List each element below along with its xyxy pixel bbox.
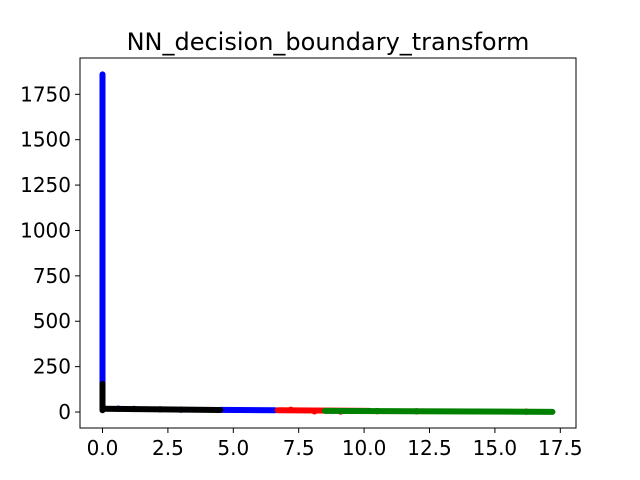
y-axis: 0 250 500 750 1000 1250 1500 1750 xyxy=(20,82,80,424)
y-tick-label: 0 xyxy=(58,400,71,424)
chart-title: NN_decision_boundary_transform xyxy=(127,28,530,56)
y-tick-label: 250 xyxy=(33,355,71,379)
plot-marks xyxy=(99,71,556,415)
x-tick-label: 17.5 xyxy=(538,436,583,460)
series-1-segment-1 xyxy=(99,405,224,414)
y-tick-label: 1500 xyxy=(20,128,71,152)
x-axis: 0.0 2.5 5.0 7.5 10.0 12.5 15.0 17.5 xyxy=(87,428,583,460)
y-tick-label: 1750 xyxy=(20,82,71,106)
plot-frame xyxy=(79,57,577,429)
series-3-segment-0 xyxy=(321,407,556,415)
x-tick-label: 2.5 xyxy=(152,436,184,460)
x-tick-label: 7.5 xyxy=(283,436,315,460)
y-tick-label: 1250 xyxy=(20,173,71,197)
y-tick-label: 1000 xyxy=(20,218,71,242)
x-tick-label: 5.0 xyxy=(217,436,249,460)
series-2-point-1 xyxy=(311,408,318,415)
x-tick-label: 10.0 xyxy=(342,436,387,460)
y-tick-label: 750 xyxy=(33,264,71,288)
series-2-point-0 xyxy=(287,406,295,414)
y-tick-label: 500 xyxy=(33,309,71,333)
x-tick-label: 15.0 xyxy=(473,436,518,460)
x-tick-label: 0.0 xyxy=(87,436,119,460)
x-tick-label: 12.5 xyxy=(407,436,452,460)
